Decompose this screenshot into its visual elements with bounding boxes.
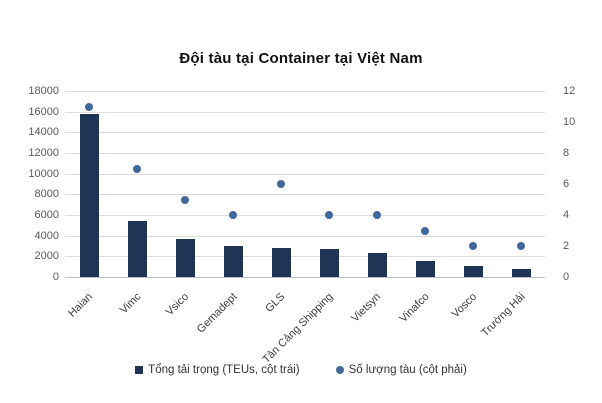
gridline <box>65 173 545 175</box>
gridline <box>65 215 545 216</box>
ship-count-dot-vosco <box>469 242 477 250</box>
y-axis-tick-left: 8000 <box>34 188 59 201</box>
ship-count-dot-vimc <box>133 164 141 173</box>
y-axis-tick-left: 18000 <box>28 85 59 97</box>
dot-series-label: Số lượng tàu (cột phải) <box>348 364 467 376</box>
category-label: Vietsyn <box>349 290 384 325</box>
ship-count-dot-trường-hải <box>517 242 525 250</box>
y-axis-tick-left: 2000 <box>34 250 59 263</box>
legend-item-tonnage: Tổng tải trọng (TEUs, cột trái) <box>135 364 300 376</box>
ship-count-dot-vinafco <box>421 226 429 235</box>
ship-count-dot-haian <box>85 102 93 111</box>
gridline <box>65 256 545 258</box>
dot-series-marker-icon <box>335 366 344 374</box>
bar-haian <box>79 113 99 277</box>
gridline <box>65 194 545 196</box>
ship-count-dot-gls <box>277 180 285 188</box>
gridline <box>65 111 545 113</box>
plot-area <box>65 91 545 278</box>
y-axis-tick-right: 0 <box>563 271 570 283</box>
y-axis-tick-right: 2 <box>563 240 570 252</box>
x-axis-line <box>65 277 545 278</box>
bar-vinafco <box>415 260 435 277</box>
y-axis-tick-right: 4 <box>563 209 570 221</box>
legend-item-ship-count: Số lượng tàu (cột phải) <box>335 364 467 376</box>
y-axis-tick-left: 10000 <box>28 167 59 180</box>
bar-vsico <box>175 239 195 277</box>
y-axis-tick-right: 10 <box>563 116 576 128</box>
y-axis-tick-right: 6 <box>563 178 570 190</box>
legend: Tổng tải trọng (TEUs, cột trái) Số lượng… <box>0 364 602 376</box>
bar-series-marker-icon <box>135 366 144 374</box>
bar-vosco <box>463 266 483 277</box>
bar-tân-cảng-shipping <box>319 248 339 277</box>
ship-count-dot-tân-cảng-shipping <box>325 211 333 219</box>
bar-gls <box>271 247 291 277</box>
chart-title: Đội tàu tại Container tại Việt Nam <box>179 50 423 67</box>
category-label: Vinafco <box>396 290 432 326</box>
category-label: Vsico <box>163 290 192 319</box>
y-axis-tick-left: 0 <box>52 271 59 283</box>
bar-trường-hải <box>511 268 531 277</box>
y-axis-tick-left: 6000 <box>34 209 59 221</box>
category-label: Gemadept <box>194 290 240 336</box>
ship-count-dot-vietsyn <box>373 211 381 219</box>
bar-vimc <box>127 221 147 277</box>
y-axis-tick-right: 8 <box>563 147 570 159</box>
ship-count-dot-vsico <box>181 195 189 204</box>
y-axis-tick-right: 12 <box>563 85 576 97</box>
gridline <box>65 235 545 237</box>
category-label: Vosco <box>449 290 480 321</box>
bar-vietsyn <box>367 252 387 277</box>
gridline <box>65 132 545 134</box>
y-axis-tick-left: 16000 <box>28 105 59 118</box>
y-axis-tick-left: 4000 <box>34 229 59 242</box>
category-label: Trường Hải <box>478 290 528 340</box>
category-label: Haian <box>66 290 96 320</box>
bar-gemadept <box>223 246 243 277</box>
gridline <box>65 91 545 92</box>
category-label: Vimc <box>117 290 144 317</box>
bar-series-label: Tổng tải trọng (TEUs, cột trái) <box>148 364 300 376</box>
category-label: GLS <box>263 290 288 315</box>
y-axis-tick-left: 14000 <box>28 126 59 139</box>
gridline <box>65 153 545 154</box>
ship-count-dot-gemadept <box>229 211 237 219</box>
y-axis-tick-left: 12000 <box>28 147 59 159</box>
